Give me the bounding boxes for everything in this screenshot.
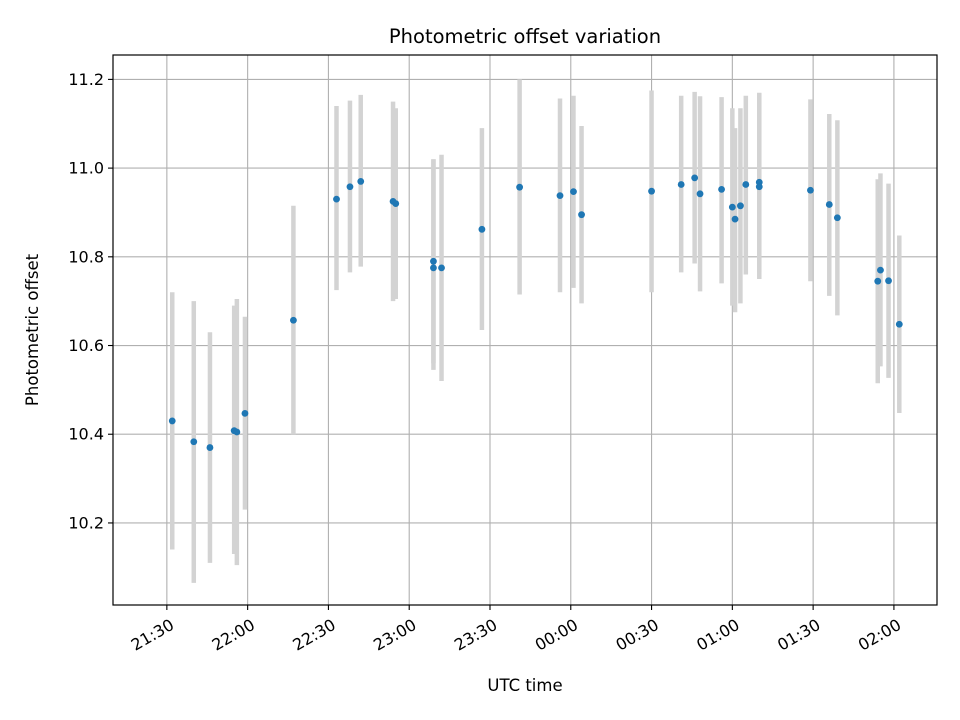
data-point [430,257,437,265]
y-tick-label: 10.2 [68,513,104,532]
grid-lines [113,55,937,605]
data-point [578,211,585,219]
data-point [290,316,297,324]
y-axis-ticks: 10.2 10.4 10.6 10.8 11.0 11.2 [68,70,113,532]
data-points [168,174,903,451]
data-point [430,264,437,272]
data-point [737,202,744,210]
y-axis-title: Photometric offset [23,253,42,406]
data-point [556,192,564,200]
data-point [241,409,249,417]
data-point [807,186,814,194]
plot-frame [112,54,938,606]
data-point [755,183,763,191]
data-point [718,185,725,193]
data-point [357,178,365,185]
data-point [478,225,486,233]
data-point [190,438,198,446]
data-point [206,444,214,451]
data-point [885,277,892,285]
x-axis-title: UTC time [487,676,562,695]
data-point [677,181,685,188]
data-point [877,266,884,274]
data-point [438,264,445,272]
data-point [825,201,833,208]
data-point [516,183,524,191]
data-point [346,183,354,191]
data-point [570,188,577,196]
data-point [874,277,882,285]
data-point [833,214,841,222]
data-point [333,195,340,203]
data-point [691,174,699,182]
data-point [728,203,736,211]
y-tick-label: 11.0 [68,159,104,178]
data-point [233,428,241,436]
data-point [168,417,176,425]
data-point [648,187,655,195]
data-point [392,200,400,207]
chart-title: Photometric offset variation [389,25,661,48]
y-tick-label: 10.4 [68,425,104,444]
y-tick-label: 11.2 [68,70,104,89]
y-tick-label: 10.6 [68,336,104,355]
data-point [731,215,739,223]
data-point [696,190,704,198]
data-point [895,320,903,328]
data-point [742,181,750,188]
y-tick-label: 10.8 [68,247,104,266]
